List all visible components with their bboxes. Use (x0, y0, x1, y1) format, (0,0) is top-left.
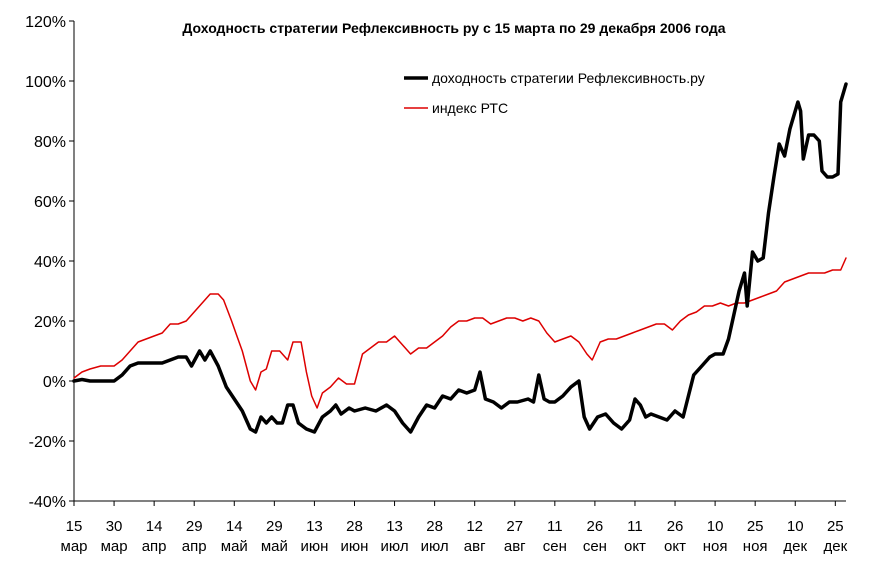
x-tick-month: апр (182, 538, 207, 555)
y-tick-label: 60% (34, 194, 66, 211)
y-tick-label: 0% (43, 374, 66, 391)
series-line-rts (73, 257, 847, 409)
x-tick-day: 11 (627, 518, 643, 535)
x-tick-month: авг (464, 538, 486, 555)
y-tick-label: 80% (34, 134, 66, 151)
legend-label-strategy: доходность стратегии Рефлексивность.ру (432, 70, 705, 86)
y-tick-label: 100% (25, 74, 66, 91)
axes: 120% 100% 80% 60% 40% 20% 0% -20% -40%15 мар 30 мар… (25, 14, 847, 555)
x-tick-day: 12 (466, 518, 483, 535)
x-tick-month: май (221, 538, 248, 555)
x-tick-month: мар (101, 538, 128, 555)
x-tick-month: мар (61, 538, 88, 555)
x-tick-month: июн (300, 538, 328, 555)
x-tick-month: июл (381, 538, 409, 555)
x-tick-month: авг (504, 538, 526, 555)
x-tick-month: апр (142, 538, 167, 555)
x-tick-month: ноя (743, 538, 768, 555)
series-layer (72, 82, 848, 434)
x-tick-month: окт (664, 538, 686, 555)
x-tick-month: июн (341, 538, 369, 555)
x-tick-day: 29 (186, 518, 203, 535)
x-tick-day: 28 (346, 518, 363, 535)
x-tick-day: 15 (66, 518, 83, 535)
legend-label-rts: индекс РТС (432, 100, 508, 116)
x-tick-month: июл (421, 538, 449, 555)
x-tick-day: 13 (306, 518, 323, 535)
y-tick-label: -20% (29, 434, 66, 451)
x-tick-month: сен (583, 538, 607, 555)
y-tick-label: 40% (34, 254, 66, 271)
x-tick-month: ноя (703, 538, 728, 555)
x-tick-day: 29 (266, 518, 283, 535)
x-tick-day: 14 (226, 518, 243, 535)
x-tick-day: 14 (146, 518, 163, 535)
chart-title: Доходность стратегии Рефлексивность ру с… (182, 20, 725, 36)
legend: доходность стратегии Рефлексивность.ру и… (404, 70, 705, 116)
x-tick-day: 26 (667, 518, 684, 535)
x-tick-day: 11 (547, 518, 563, 535)
x-tick-day: 25 (747, 518, 764, 535)
y-tick-label: -40% (29, 494, 66, 511)
series-line-strategy (72, 82, 848, 434)
y-tick-label: 120% (25, 14, 66, 31)
x-tick-day: 30 (106, 518, 123, 535)
x-tick-day: 10 (787, 518, 804, 535)
x-tick-day: 13 (386, 518, 403, 535)
y-tick-label: 20% (34, 314, 66, 331)
x-tick-day: 25 (827, 518, 844, 535)
x-tick-day: 27 (506, 518, 523, 535)
x-tick-month: май (261, 538, 288, 555)
x-tick-day: 26 (587, 518, 604, 535)
x-tick-month: дек (783, 538, 807, 555)
x-tick-day: 10 (707, 518, 724, 535)
x-tick-day: 28 (426, 518, 443, 535)
x-tick-month: дек (823, 538, 847, 555)
x-tick-month: сен (543, 538, 567, 555)
x-tick-month: окт (624, 538, 646, 555)
